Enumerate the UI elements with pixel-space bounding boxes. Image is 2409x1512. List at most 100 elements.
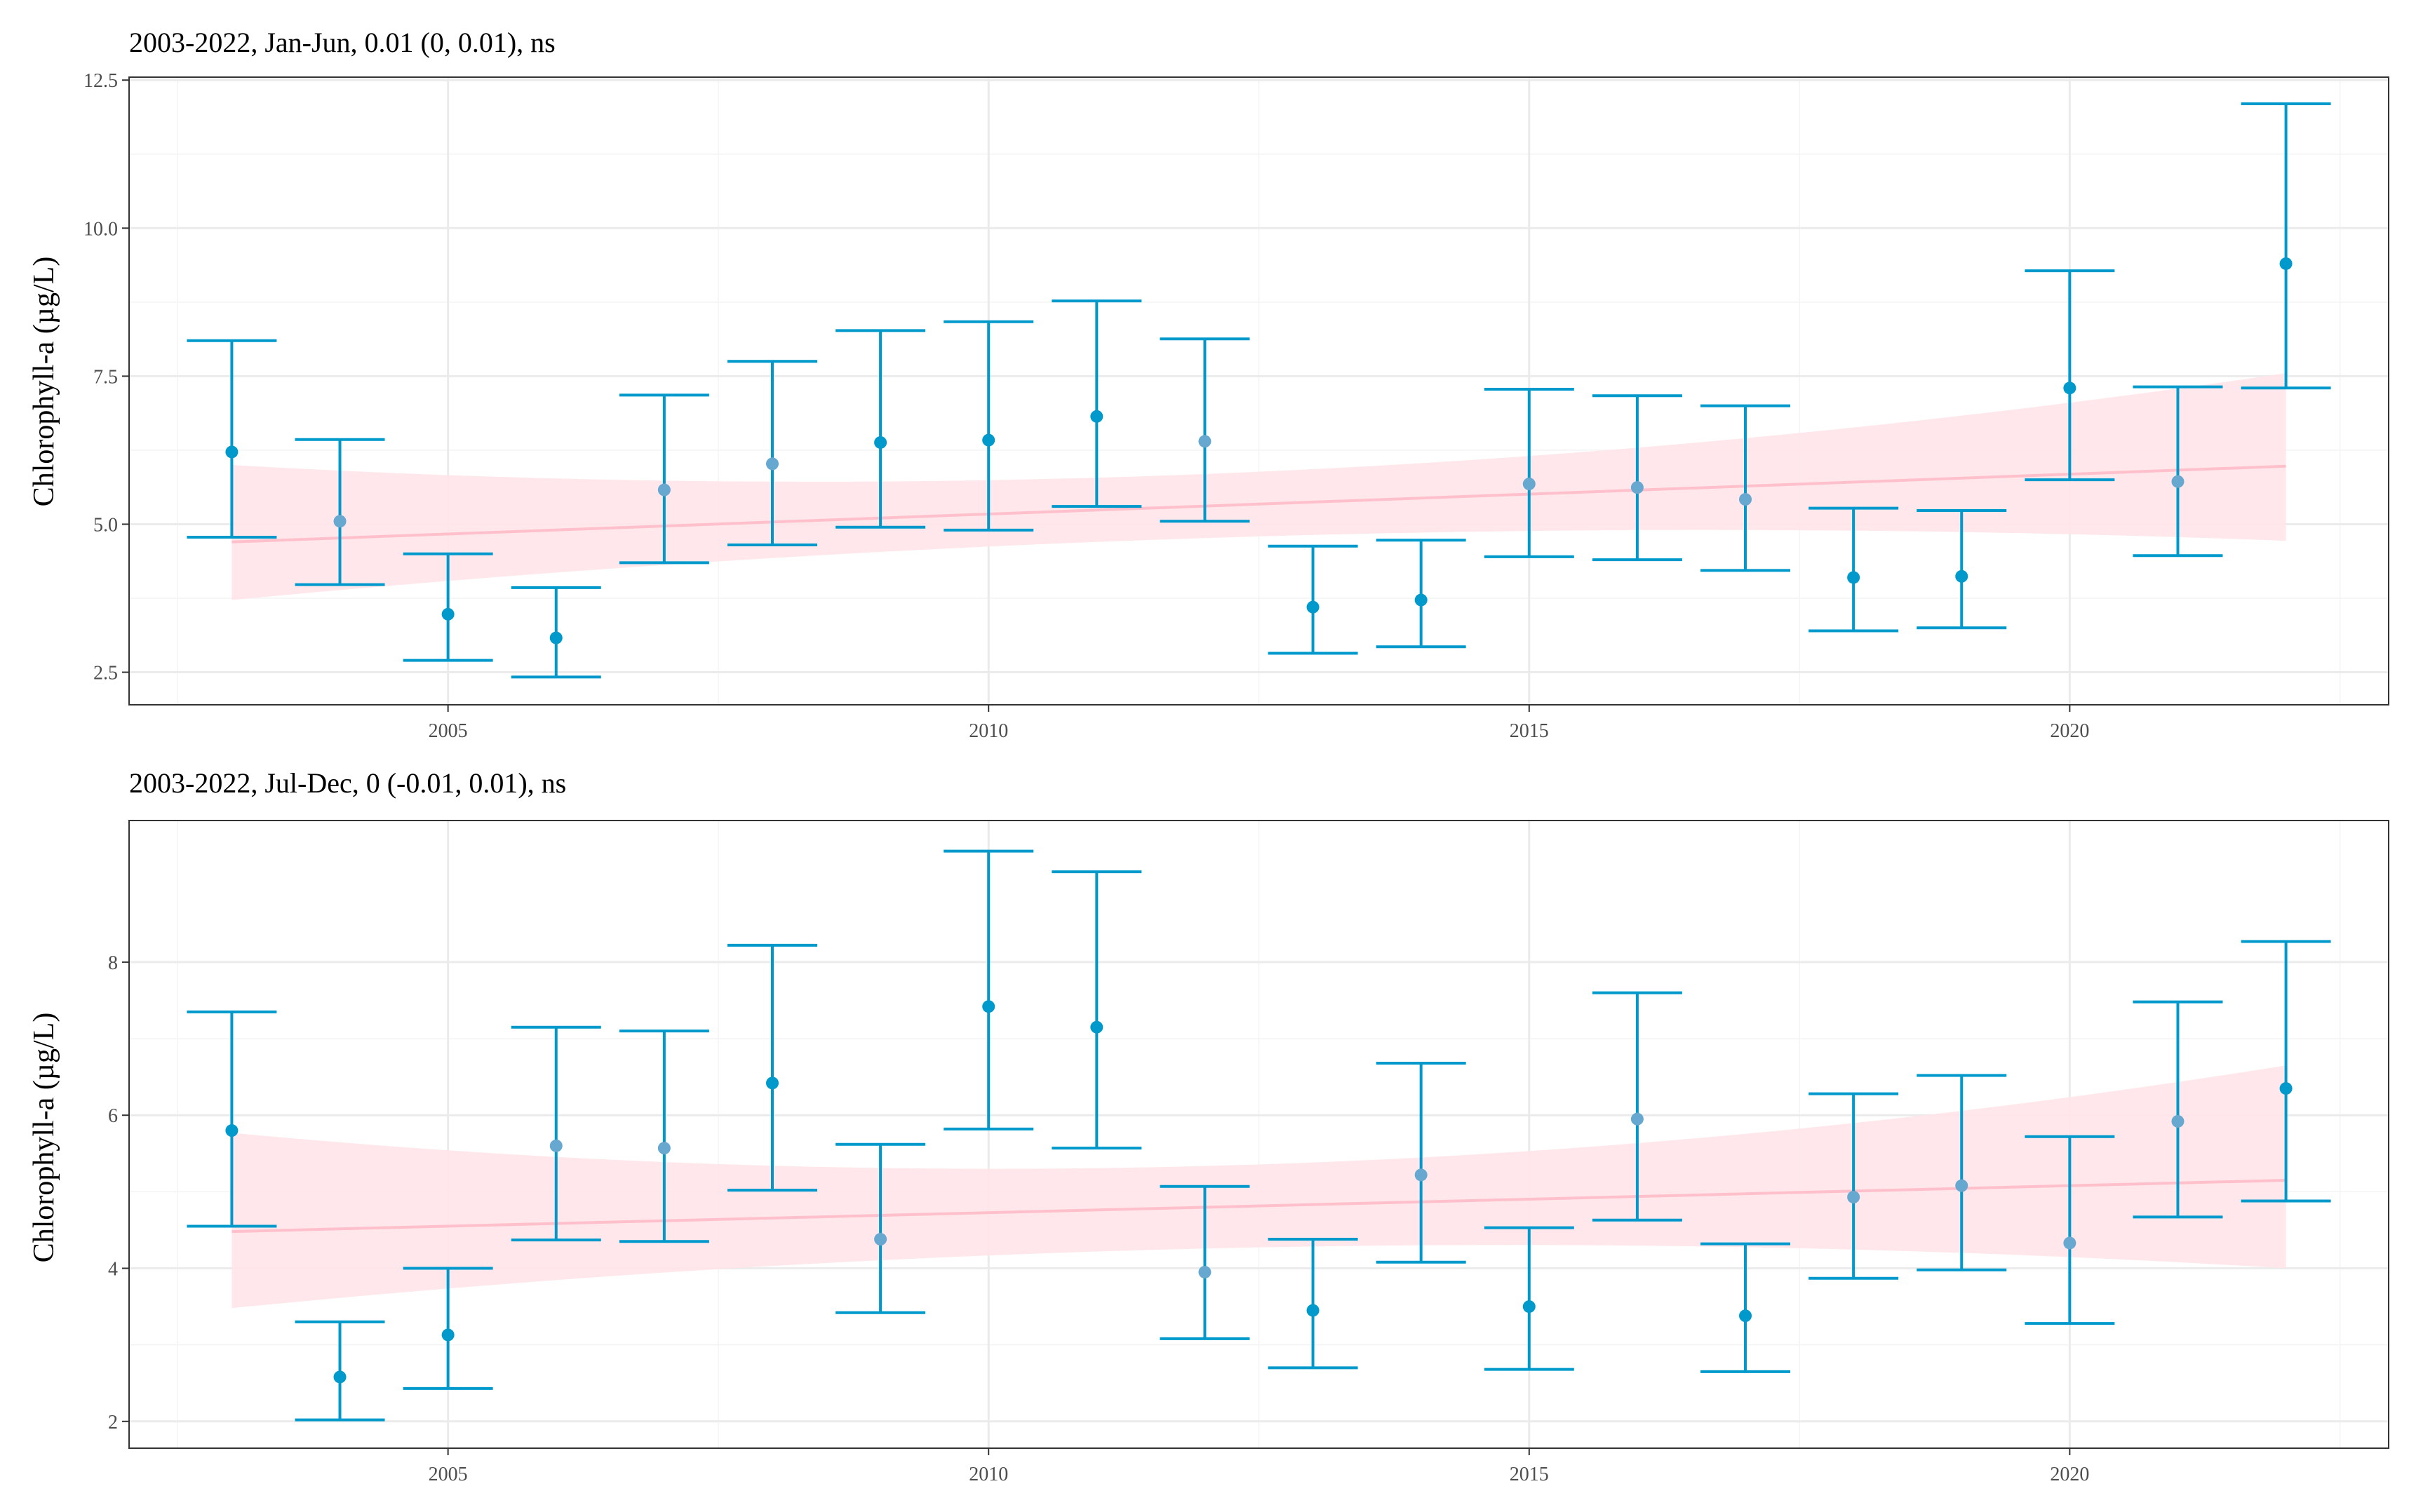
y-axis-label: Chlorophyll-a (µg/L) bbox=[28, 1013, 60, 1263]
data-point bbox=[2171, 475, 2185, 488]
error-bar bbox=[1809, 506, 1899, 633]
data-point bbox=[982, 433, 995, 447]
error-bar bbox=[2241, 940, 2331, 1203]
panel-title: 2003-2022, Jul-Dec, 0 (-0.01, 0.01), ns bbox=[129, 767, 566, 799]
error-bar bbox=[944, 849, 1034, 1130]
data-point bbox=[1630, 1112, 1644, 1126]
error-bar bbox=[403, 552, 493, 662]
y-tick-label: 12.5 bbox=[83, 70, 118, 92]
y-tick-label: 2.5 bbox=[93, 663, 118, 684]
y-tick-label: 6 bbox=[108, 1105, 118, 1127]
x-tick-label: 2015 bbox=[1510, 1464, 1549, 1485]
error-bar bbox=[1268, 1238, 1358, 1370]
data-point bbox=[1739, 493, 1752, 506]
error-bar bbox=[944, 320, 1034, 532]
data-point bbox=[657, 483, 671, 497]
data-point bbox=[2063, 1236, 2076, 1250]
x-tick-label: 2005 bbox=[429, 1464, 468, 1485]
data-point bbox=[2279, 257, 2293, 270]
data-point bbox=[765, 457, 779, 471]
data-point bbox=[549, 1139, 563, 1152]
trend-line bbox=[231, 464, 2286, 544]
x-tick-label: 2010 bbox=[969, 1464, 1008, 1485]
error-bar bbox=[1700, 1242, 1791, 1373]
y-tick-label: 8 bbox=[108, 952, 118, 974]
x-tick-label: 2015 bbox=[1510, 720, 1549, 742]
error-bar bbox=[1376, 1061, 1466, 1264]
panel-jan-jun: 2003-2022, Jan-Jun, 0.01 (0, 0.01), ns C… bbox=[28, 27, 2389, 742]
data-point bbox=[1198, 1265, 1212, 1278]
panel-border bbox=[128, 76, 2389, 706]
data-point bbox=[333, 1370, 347, 1384]
data-point bbox=[1847, 1191, 1860, 1203]
data-point bbox=[874, 436, 887, 449]
data-point bbox=[765, 1076, 779, 1090]
error-bar bbox=[1484, 387, 1574, 558]
error-bar bbox=[727, 943, 817, 1192]
data-point bbox=[225, 1124, 239, 1138]
error-bar bbox=[1917, 509, 2007, 630]
data-point bbox=[982, 1000, 995, 1013]
data-point bbox=[874, 1233, 887, 1246]
error-bar bbox=[619, 1030, 709, 1243]
error-bar bbox=[1809, 1092, 1899, 1280]
data-point bbox=[225, 445, 239, 459]
data-point bbox=[441, 1328, 455, 1342]
error-bar bbox=[2025, 269, 2115, 482]
error-bar bbox=[1160, 1184, 1250, 1340]
y-tick-label: 2 bbox=[108, 1412, 118, 1433]
error-bar bbox=[295, 438, 385, 586]
error-bar bbox=[727, 360, 817, 547]
error-bar bbox=[2133, 1000, 2223, 1219]
y-tick-label: 10.0 bbox=[83, 218, 118, 240]
x-tick-label: 2010 bbox=[969, 720, 1008, 742]
data-point bbox=[1090, 1020, 1103, 1034]
error-bar bbox=[2025, 1135, 2115, 1325]
data-point bbox=[1198, 435, 1212, 448]
data-point bbox=[1522, 1300, 1536, 1314]
error-bar bbox=[1160, 337, 1250, 523]
error-bar bbox=[1917, 1074, 2007, 1271]
x-tick-label: 2005 bbox=[429, 720, 468, 742]
error-bar bbox=[2133, 385, 2223, 558]
data-point bbox=[657, 1142, 671, 1155]
data-point bbox=[549, 631, 563, 644]
data-point bbox=[1955, 1179, 1968, 1192]
data-point bbox=[2279, 1082, 2293, 1095]
error-bar bbox=[1052, 299, 1142, 508]
plot-area: 2 4 6 8 2005 2010 2015 2020 bbox=[108, 820, 2389, 1485]
confidence-band bbox=[231, 373, 2286, 600]
data-point bbox=[1630, 481, 1644, 494]
error-bar bbox=[187, 339, 277, 539]
error-bar bbox=[836, 329, 926, 529]
y-tick-label: 4 bbox=[108, 1259, 118, 1281]
data-point bbox=[1090, 410, 1103, 423]
error-bar bbox=[1592, 991, 1682, 1222]
x-tick-label: 2020 bbox=[2050, 1464, 2089, 1485]
error-bar bbox=[403, 1267, 493, 1390]
panel-border bbox=[128, 820, 2389, 1449]
y-tick-label: 7.5 bbox=[93, 366, 118, 388]
error-bar bbox=[187, 1010, 277, 1228]
y-axis-label: Chlorophyll-a (µg/L) bbox=[28, 257, 60, 507]
x-tick-label: 2020 bbox=[2050, 720, 2089, 742]
error-bar bbox=[1484, 1226, 1574, 1371]
data-point bbox=[1522, 478, 1536, 491]
panel-title: 2003-2022, Jan-Jun, 0.01 (0, 0.01), ns bbox=[129, 27, 556, 58]
panel-jul-dec: 2003-2022, Jul-Dec, 0 (-0.01, 0.01), ns … bbox=[28, 767, 2389, 1485]
data-point bbox=[1955, 569, 1968, 583]
error-bar bbox=[1700, 404, 1791, 572]
error-bar bbox=[1592, 394, 1682, 562]
trend-line bbox=[231, 1178, 2286, 1234]
y-tick-label: 5.0 bbox=[93, 514, 118, 536]
error-bar bbox=[836, 1142, 926, 1314]
data-point bbox=[441, 607, 455, 621]
error-bar bbox=[1268, 544, 1358, 655]
data-point bbox=[1739, 1309, 1752, 1323]
error-bar bbox=[511, 1025, 601, 1242]
data-point bbox=[2171, 1114, 2185, 1128]
error-bar bbox=[1376, 539, 1466, 649]
data-point bbox=[1847, 571, 1860, 584]
error-bar bbox=[619, 393, 709, 565]
